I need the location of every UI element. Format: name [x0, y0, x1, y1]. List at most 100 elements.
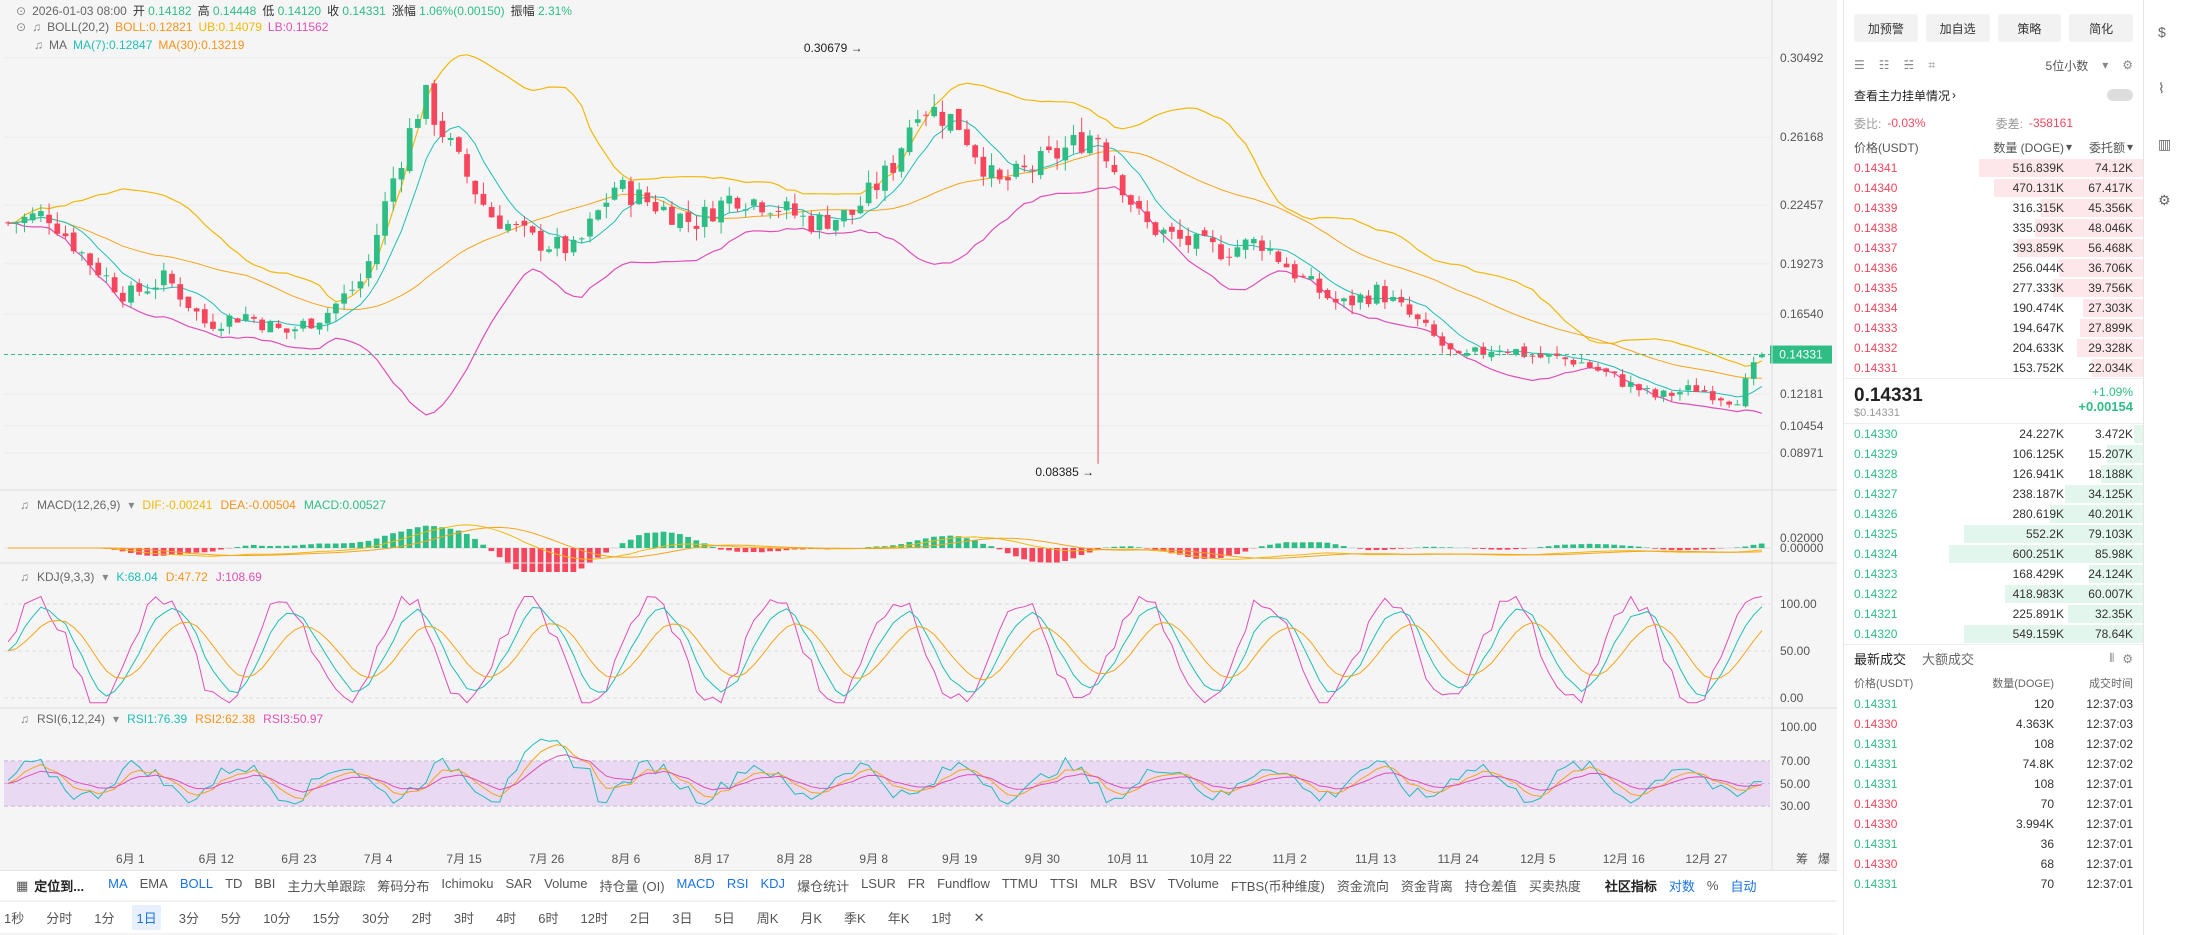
interval-tab[interactable]: 1秒 — [4, 911, 25, 926]
chevron-down-icon[interactable]: ▾ — [128, 498, 135, 512]
orderbook-row[interactable]: 0.14339 316.315K 45.356K — [1844, 198, 2143, 218]
auto-scale-toggle[interactable]: 自动 — [1730, 879, 1757, 894]
close-icon[interactable]: ✕ — [973, 909, 985, 925]
interval-tab[interactable]: 2时 — [411, 911, 432, 926]
bell-icon[interactable]: ♫ — [34, 38, 43, 52]
orderbook-row[interactable]: 0.14337 393.859K 56.468K — [1844, 238, 2143, 258]
book-asks-icon[interactable]: ☵ — [1903, 58, 1915, 72]
indicator-tab[interactable]: LSUR — [861, 876, 896, 891]
orderbook-row[interactable]: 0.14322 418.983K 60.007K — [1844, 584, 2143, 604]
chevron-down-icon[interactable]: ▾ — [113, 712, 120, 726]
book-both-icon[interactable]: ☰ — [1854, 58, 1865, 72]
interval-tab[interactable]: 1日 — [132, 905, 161, 930]
bell-icon[interactable]: ♫ — [20, 570, 29, 584]
book-expand-icon[interactable]: ⌗ — [1928, 57, 1936, 72]
interval-tab[interactable]: 年K — [887, 911, 910, 926]
interval-tab[interactable]: 12时 — [580, 911, 608, 926]
whale-orders-row[interactable]: 查看主力挂单情况 › — [1844, 80, 2143, 110]
bell-icon[interactable]: ♫ — [20, 498, 29, 512]
interval-tab[interactable]: 1时 — [931, 911, 952, 926]
orderbook-row[interactable]: 0.14338 335.093K 48.046K — [1844, 218, 2143, 238]
interval-tab[interactable]: 分时 — [46, 911, 73, 926]
orderbook-row[interactable]: 0.14327 238.187K 34.125K — [1844, 484, 2143, 504]
indicator-tab[interactable]: 持仓差值 — [1464, 879, 1517, 894]
panel-action-button[interactable]: 简化 — [2069, 14, 2133, 42]
orderbook-row[interactable]: 0.14331 153.752K 22.034K — [1844, 358, 2143, 378]
indicator-tab[interactable]: 资金背离 — [1400, 879, 1453, 894]
x-axis-extra-toggle[interactable]: 筹 — [1796, 852, 1809, 866]
indicator-tab[interactable]: KDJ — [760, 876, 786, 891]
decimals-select[interactable]: 5位小数 — [2045, 58, 2089, 73]
bell-icon[interactable]: ♫ — [20, 712, 29, 726]
log-scale-toggle[interactable]: 对数 — [1668, 879, 1695, 894]
calendar-icon[interactable]: ▦ — [16, 877, 29, 893]
indicator-tab[interactable]: Fundflow — [937, 876, 990, 891]
indicator-tab[interactable]: BSV — [1129, 876, 1156, 891]
indicator-tab[interactable]: 资金流向 — [1336, 879, 1389, 894]
interval-tab[interactable]: 15分 — [312, 911, 341, 926]
interval-tab[interactable]: 3日 — [672, 911, 693, 926]
orderbook-row[interactable]: 0.14341 516.839K 74.12K — [1844, 158, 2143, 178]
interval-tab[interactable]: 月K — [800, 911, 823, 926]
indicator-tab[interactable]: FTBS(币种维度) — [1230, 879, 1325, 894]
dollar-icon[interactable]: $ — [2158, 24, 2166, 40]
orderbook-row[interactable]: 0.14329 106.125K 15.207K — [1844, 444, 2143, 464]
whale-toggle[interactable] — [2107, 89, 2133, 101]
orderbook-row[interactable]: 0.14324 600.251K 85.98K — [1844, 544, 2143, 564]
interval-tab[interactable]: 1分 — [94, 911, 115, 926]
collapse-icon[interactable]: ⊙ — [16, 3, 27, 18]
chevron-down-icon[interactable]: ▾ — [102, 570, 109, 584]
interval-tab[interactable]: 季K — [844, 911, 866, 926]
percent-scale-toggle[interactable]: % — [1706, 878, 1719, 893]
indicator-tab[interactable]: MA — [108, 876, 128, 891]
indicator-tab[interactable]: TVolume — [1167, 876, 1219, 891]
bar-chart-icon[interactable]: ▥ — [2158, 136, 2172, 152]
orderbook-row[interactable]: 0.14333 194.647K 27.899K — [1844, 318, 2143, 338]
whale-orders-link[interactable]: 查看主力挂单情况 — [1854, 88, 1951, 103]
tab-latest-trades[interactable]: 最新成交 — [1854, 652, 1907, 667]
panel-action-button[interactable]: 策略 — [1997, 14, 2062, 42]
locate-button[interactable]: 定位到... — [34, 879, 85, 894]
col-qty[interactable]: 数量 (DOGE) — [1993, 140, 2064, 155]
orderbook-row[interactable]: 0.14332 204.633K 29.328K — [1844, 338, 2143, 358]
interval-tab[interactable]: 4时 — [496, 911, 517, 926]
indicator-tab[interactable]: 持仓量 (OI) — [599, 879, 665, 894]
chart-icon[interactable]: ⌇ — [2158, 80, 2165, 96]
collapse-icon[interactable]: ⊙ — [16, 20, 27, 34]
orderbook-row[interactable]: 0.14334 190.474K 27.303K — [1844, 298, 2143, 318]
indicator-tab[interactable]: TTSI — [1049, 876, 1079, 891]
indicator-tab[interactable]: 买卖热度 — [1528, 879, 1581, 894]
indicator-tab[interactable]: SAR — [505, 876, 533, 891]
candlestick-chart[interactable]: 0.14331 0.30679 → 0.08385 → — [0, 0, 1837, 870]
indicator-tab[interactable]: EMA — [139, 876, 168, 891]
book-bids-icon[interactable]: ☷ — [1878, 58, 1890, 72]
bell-icon[interactable]: ♫ — [32, 20, 42, 34]
chevron-down-icon[interactable]: ▾ — [2102, 58, 2109, 72]
indicator-tab[interactable]: MLR — [1090, 876, 1118, 891]
indicator-tab[interactable]: 主力大单跟踪 — [287, 879, 366, 894]
x-axis-extra-toggle[interactable]: 爆 — [1818, 852, 1831, 866]
interval-tab[interactable]: 3时 — [453, 911, 475, 926]
settings-icon[interactable]: ⚙ — [2122, 58, 2133, 72]
settings-icon[interactable]: ⚙ — [2158, 192, 2171, 208]
filter-icon[interactable]: ⫴ — [2109, 651, 2115, 665]
chart-area[interactable]: ⊙ 2026-01-03 08:00 开 0.14182 高 0.14448 低… — [0, 0, 1837, 935]
tab-large-trades[interactable]: 大额成交 — [1922, 652, 1975, 667]
orderbook-row[interactable]: 0.14323 168.429K 24.124K — [1844, 564, 2143, 584]
settings-icon[interactable]: ⚙ — [2122, 651, 2133, 666]
orderbook-row[interactable]: 0.14336 256.044K 36.706K — [1844, 258, 2143, 278]
orderbook-row[interactable]: 0.14340 470.131K 67.417K — [1844, 178, 2143, 198]
interval-tab[interactable]: 5分 — [220, 911, 242, 926]
community-indicators[interactable]: 社区指标 — [1604, 879, 1657, 894]
interval-tab[interactable]: 5日 — [714, 911, 735, 926]
orderbook-row[interactable]: 0.14321 225.891K 32.35K — [1844, 604, 2143, 624]
indicator-tab[interactable]: Ichimoku — [441, 876, 494, 891]
interval-tab[interactable]: 30分 — [362, 911, 390, 926]
indicator-tab[interactable]: RSI — [726, 876, 749, 891]
interval-tab[interactable]: 10分 — [263, 911, 291, 926]
indicator-tab[interactable]: BBI — [254, 876, 276, 891]
col-total[interactable]: 委托额 — [2088, 140, 2125, 155]
orderbook-row[interactable]: 0.14325 552.2K 79.103K — [1844, 524, 2143, 544]
indicator-tab[interactable]: MACD — [676, 876, 715, 891]
interval-tab[interactable]: 3分 — [178, 911, 199, 926]
